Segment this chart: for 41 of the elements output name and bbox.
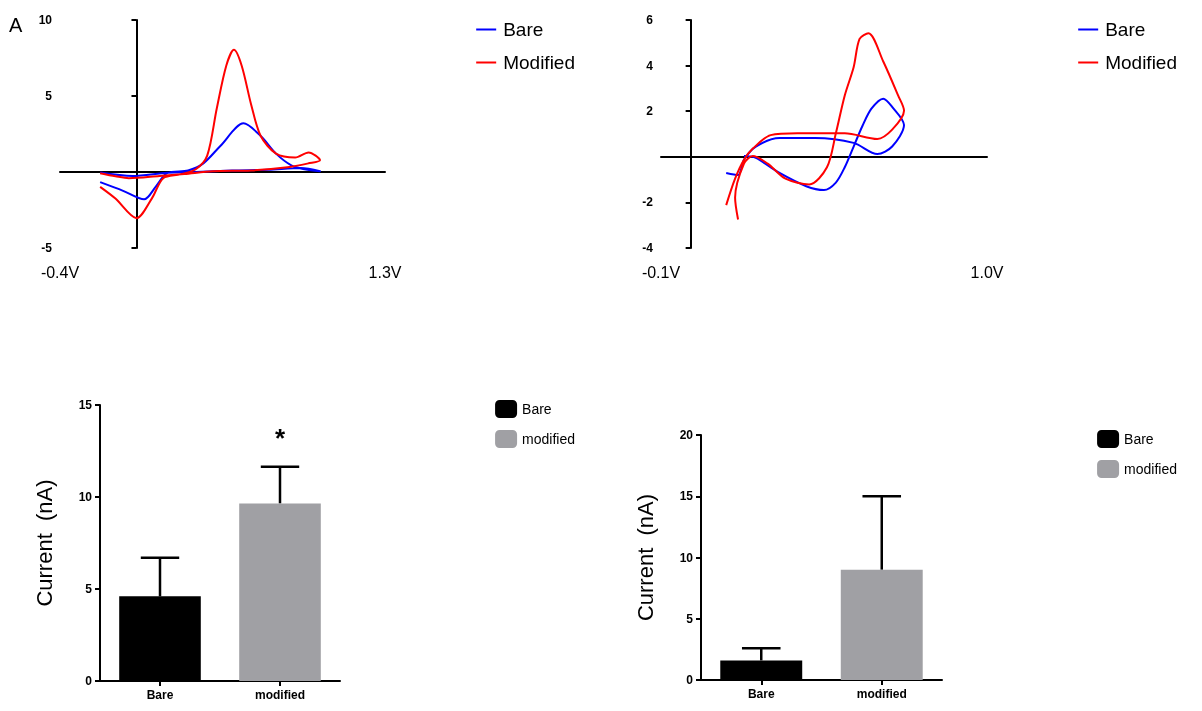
y-tick-label: 5	[85, 582, 93, 596]
x-tick-label: modified	[856, 687, 907, 701]
x-tick-label: modified	[255, 688, 305, 702]
x-tick-label: Bare	[146, 688, 174, 702]
y-tick-label: 15	[78, 398, 93, 412]
line-series	[99, 122, 321, 201]
annotation: *	[274, 423, 286, 454]
y-axis-title: Current (nA)	[31, 479, 57, 607]
x-tick-label: -0.1V	[641, 263, 681, 281]
y-tick-label: 10	[679, 550, 694, 565]
legend-label: Modified	[503, 52, 576, 73]
y-tick-label: 0	[686, 673, 694, 687]
legend-label: Bare	[522, 401, 552, 417]
y-tick-label: 5	[686, 611, 694, 626]
y-tick-label: 10	[78, 490, 93, 504]
line-series	[725, 97, 906, 192]
x-tick-label: Bare	[747, 687, 775, 701]
legend-label: modified	[522, 431, 575, 447]
y-tick-label: -5	[41, 241, 53, 255]
y-tick-label: -4	[642, 241, 654, 255]
legend-label: Bare	[1105, 19, 1146, 40]
line-series	[99, 48, 321, 220]
chart-title: A	[9, 14, 23, 36]
y-tick-label: 15	[679, 489, 694, 504]
y-tick-label: -2	[642, 195, 654, 210]
x-tick-label: 1.3V	[368, 263, 402, 281]
y-tick-label: 20	[679, 428, 694, 442]
y-tick-label: 6	[646, 13, 654, 27]
legend-label: Bare	[1124, 431, 1154, 447]
legend-label: Bare	[503, 19, 544, 40]
y-tick-label: 4	[646, 58, 654, 73]
y-tick-label: 5	[45, 89, 53, 103]
y-tick-label: 0	[85, 674, 93, 688]
x-tick-label: -0.4V	[40, 263, 80, 281]
y-axis-title: Current (nA)	[632, 493, 658, 622]
y-tick-label: 10	[38, 13, 53, 27]
legend-label: modified	[1124, 461, 1177, 477]
legend-label: Modified	[1105, 52, 1178, 73]
y-tick-label: 2	[646, 104, 654, 119]
line-series	[725, 32, 906, 221]
x-tick-label: 1.0V	[970, 263, 1004, 281]
